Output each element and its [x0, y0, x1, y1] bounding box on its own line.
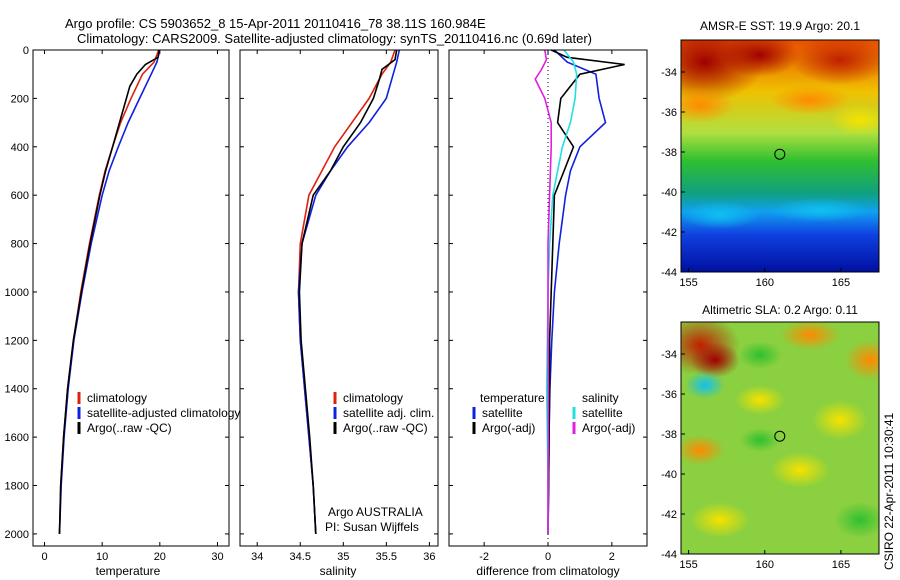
- side-stamp: CSIRO 22-Apr-2011 10:30:41: [882, 412, 896, 570]
- salinity-legend: climatology satellite adj. clim. Argo(..…: [333, 391, 434, 435]
- map-y-tick-label: -36: [661, 107, 677, 119]
- map-x-tick-label: 155: [679, 277, 697, 289]
- series-line-2-0: [547, 49, 607, 534]
- x-tick-label: 36: [423, 551, 435, 563]
- sla-map-title: Altimetric SLA: 0.2 Argo: 0.11: [702, 303, 858, 317]
- y-tick-label: 1800: [5, 481, 29, 493]
- series-line-1-2: [298, 49, 398, 534]
- series-line-1-0: [297, 49, 396, 534]
- salinity-xlabel: salinity: [320, 564, 357, 578]
- legend-sal-argo: Argo(-adj): [582, 421, 635, 435]
- temperature-axes-box: [32, 49, 230, 547]
- legend-satellite: satellite-adjusted climatology: [87, 406, 240, 420]
- difference-ticks: -2 0 2: [449, 49, 647, 563]
- x-tick-label: 35.5: [376, 551, 397, 563]
- map-y-tick-label: -34: [661, 349, 677, 361]
- legend-salinity-title: salinity: [582, 391, 619, 405]
- legend-sal-satellite: satellite: [582, 406, 623, 420]
- map-y-tick-label: -42: [661, 509, 677, 521]
- sst-map-frame: [680, 39, 880, 273]
- sla-map-panel: Altimetric SLA: 0.2 Argo: 0.11 155 160 165…: [661, 303, 880, 571]
- map-y-tick-label: -38: [661, 429, 677, 441]
- series-line-2-3: [534, 49, 553, 534]
- sla-heatmap-image: [681, 322, 879, 554]
- map-x-tick-label: 160: [756, 559, 774, 571]
- y-tick-label: 1200: [5, 335, 29, 347]
- y-tick-label: 2000: [5, 529, 29, 541]
- y-tick-label: 1600: [5, 432, 29, 444]
- legend-climatology: climatology: [343, 391, 403, 405]
- map-y-tick-label: -40: [661, 469, 677, 481]
- x-tick-label: 34: [251, 551, 263, 563]
- y-tick-label: 600: [11, 190, 29, 202]
- map-y-tick-label: -42: [661, 227, 677, 239]
- x-tick-label: -2: [479, 551, 489, 563]
- difference-axes-box: [448, 49, 648, 547]
- sla-map-ticks: 155 160 165 -34 -36 -38 -40 -42 -44: [661, 349, 850, 571]
- y-tick-label: 400: [11, 142, 29, 154]
- credit-line1: Argo AUSTRALIA: [328, 505, 423, 519]
- sst-argo-location-marker: [774, 148, 786, 160]
- difference-legend: temperature satellite Argo(-adj) salinit…: [472, 391, 635, 435]
- figure-title-line1: Argo profile: CS 5903652_8 15-Apr-2011 2…: [65, 16, 486, 31]
- map-y-tick-label: -38: [661, 147, 677, 159]
- salinity-panel: 34 34.5 35 35.5 36 salinity climatology sate…: [239, 49, 439, 578]
- legend-argo: Argo(..raw -QC): [87, 421, 172, 435]
- series-line-1-1: [297, 49, 401, 534]
- y-tick-label: 0: [23, 45, 29, 57]
- x-tick-label: 35: [337, 551, 349, 563]
- map-y-tick-label: -40: [661, 187, 677, 199]
- difference-panel: -2 0 2 difference from climatology tempera…: [448, 49, 648, 578]
- series-line-0-2: [58, 49, 160, 534]
- sst-map-title: AMSR-E SST: 19.9 Argo: 20.1: [700, 19, 860, 33]
- series-line-0-1: [58, 49, 161, 534]
- temperature-lines: [58, 49, 161, 534]
- difference-lines: [534, 49, 625, 534]
- legend-climatology: climatology: [87, 391, 147, 405]
- y-tick-label: 1000: [5, 287, 29, 299]
- sst-map-ticks: 155 160 165 -34 -36 -38 -40 -42 -44: [661, 67, 850, 289]
- map-x-tick-label: 165: [832, 277, 850, 289]
- sst-heatmap-image: [681, 40, 879, 272]
- series-line-0-0: [58, 49, 160, 534]
- sla-argo-location-marker: [774, 430, 786, 442]
- map-y-tick-label: -36: [661, 389, 677, 401]
- temperature-xlabel: temperature: [96, 564, 161, 578]
- temperature-ticks: 0 10 20 30 0 200 400 600 800 1000 1200 1400 1600 1800…: [5, 45, 229, 563]
- credit-line2: PI: Susan Wijffels: [325, 520, 419, 534]
- temperature-legend: climatology satellite-adjusted climatolo…: [77, 391, 240, 435]
- x-tick-label: 2: [609, 551, 615, 563]
- salinity-lines: [297, 49, 401, 534]
- legend-temp-satellite: satellite: [482, 406, 523, 420]
- x-tick-label: 20: [154, 551, 166, 563]
- x-tick-label: 34.5: [290, 551, 311, 563]
- x-tick-label: 0: [41, 551, 47, 563]
- legend-argo: Argo(..raw -QC): [343, 421, 428, 435]
- series-line-2-1: [547, 49, 625, 534]
- map-x-tick-label: 155: [679, 559, 697, 571]
- map-y-tick-label: -34: [661, 67, 677, 79]
- map-y-tick-label: -44: [661, 549, 677, 561]
- map-x-tick-label: 160: [756, 277, 774, 289]
- difference-xlabel: difference from climatology: [476, 564, 619, 578]
- x-tick-label: 10: [96, 551, 108, 563]
- legend-temp-argo: Argo(-adj): [482, 421, 535, 435]
- figure-title-line2: Climatology: CARS2009. Satellite-adjuste…: [77, 31, 592, 46]
- salinity-ticks: 34 34.5 35 35.5 36: [240, 49, 438, 563]
- y-tick-label: 200: [11, 93, 29, 105]
- y-tick-label: 800: [11, 239, 29, 251]
- salinity-axes-box: [239, 49, 439, 547]
- x-tick-label: 0: [545, 551, 551, 563]
- legend-satellite: satellite adj. clim.: [343, 406, 434, 420]
- series-line-2-2: [545, 49, 578, 534]
- legend-temperature-title: temperature: [480, 391, 545, 405]
- map-x-tick-label: 165: [832, 559, 850, 571]
- map-y-tick-label: -44: [661, 267, 677, 279]
- sst-map-panel: AMSR-E SST: 19.9 Argo: 20.1 155 160 165 -34…: [661, 19, 880, 289]
- y-tick-label: 1400: [5, 384, 29, 396]
- temperature-panel: 0 10 20 30 0 200 400 600 800 1000 1200 1400 1600 1800…: [5, 45, 241, 578]
- x-tick-label: 30: [211, 551, 223, 563]
- sla-map-frame: [680, 321, 880, 555]
